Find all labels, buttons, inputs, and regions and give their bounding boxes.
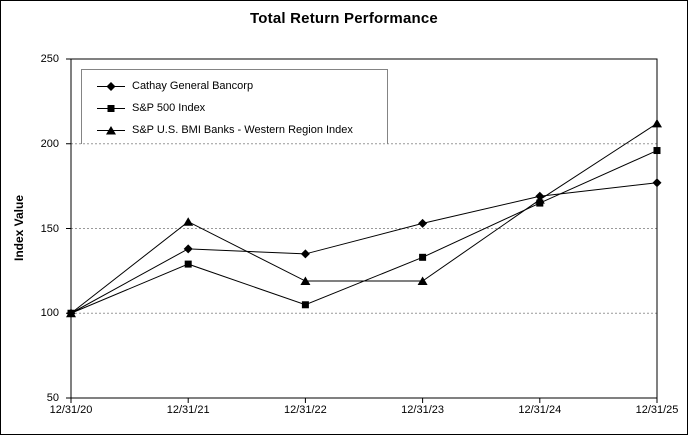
legend: Cathay General Bancorp S&P 500 Index S&P U… — [81, 69, 388, 144]
series-line — [70, 122, 658, 314]
x-tick-label: 12/31/21 — [166, 404, 210, 416]
triangle-data-point — [183, 217, 194, 226]
square-data-point — [419, 253, 427, 261]
triangle-data-point — [534, 195, 545, 204]
legend-item: S&P 500 Index — [97, 97, 387, 119]
series-line — [70, 182, 658, 314]
legend-item-label: S&P U.S. BMI Banks - Western Region Inde… — [132, 124, 353, 136]
y-tick-label: 250 — [40, 53, 59, 65]
square-data-point — [301, 301, 309, 309]
diamond-data-point — [418, 218, 428, 228]
legend-diamond-marker-icon — [97, 81, 125, 91]
y-tick-label: 150 — [40, 222, 59, 235]
triangle-data-point — [66, 308, 76, 318]
legend-item: S&P U.S. BMI Banks - Western Region Inde… — [97, 119, 387, 141]
triangle-icon — [106, 125, 116, 134]
diamond-data-point — [183, 244, 193, 254]
diamond-icon — [106, 81, 116, 91]
chart-title: Total Return Performance — [250, 10, 438, 27]
square-data-point — [653, 147, 661, 155]
x-tick-label: 12/31/24 — [518, 404, 562, 416]
y-tick-label: 200 — [40, 137, 59, 150]
triangle-data-point — [652, 118, 662, 128]
y-tick-label: 50 — [46, 392, 59, 404]
diamond-data-point — [652, 178, 662, 188]
x-tick-label: 12/31/25 — [635, 404, 679, 416]
square-icon — [107, 104, 115, 112]
legend-item-label: Cathay General Bancorp — [132, 80, 254, 92]
x-tick-label: 12/31/22 — [283, 404, 327, 416]
legend-triangle-marker-icon — [97, 125, 125, 134]
y-tick-label: 100 — [40, 307, 59, 320]
legend-square-marker-icon — [97, 104, 125, 112]
series-line — [70, 150, 658, 314]
square-data-point — [184, 260, 192, 268]
triangle-data-point — [417, 276, 428, 286]
x-tick-label: 12/31/20 — [49, 404, 93, 416]
diamond-data-point — [300, 249, 310, 259]
triangle-data-point — [300, 276, 311, 286]
x-tick-label: 12/31/23 — [401, 404, 444, 416]
legend-item-label: S&P 500 Index — [132, 102, 206, 114]
legend-item: Cathay General Bancorp — [97, 75, 387, 97]
